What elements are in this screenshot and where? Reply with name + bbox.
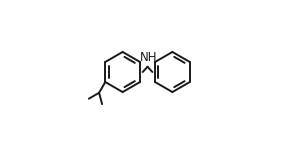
Text: NH: NH	[139, 51, 157, 64]
